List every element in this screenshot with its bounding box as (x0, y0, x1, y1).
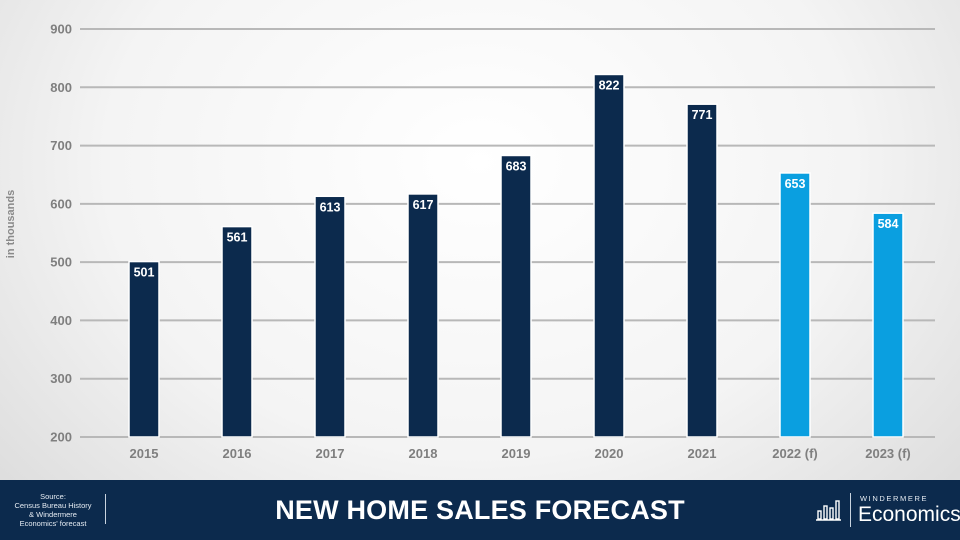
x-tick-label: 2023 (f) (865, 446, 911, 461)
y-tick-label: 500 (50, 255, 72, 270)
data-label: 501 (134, 266, 155, 280)
data-label: 822 (599, 78, 620, 92)
bar (500, 154, 532, 438)
bar (314, 195, 346, 438)
data-label: 561 (227, 231, 248, 245)
bar (407, 193, 439, 438)
x-tick-label: 2015 (130, 446, 159, 461)
footer-bar: Source: Census Bureau History & Winderme… (0, 480, 960, 540)
bar (221, 225, 253, 438)
divider (850, 493, 851, 527)
y-tick-label: 300 (50, 371, 72, 386)
y-tick-label: 400 (50, 313, 72, 328)
data-label: 584 (878, 217, 899, 231)
brand-name: Economics (858, 503, 960, 526)
page-title: NEW HOME SALES FORECAST (275, 495, 685, 525)
data-label: 683 (506, 159, 527, 173)
x-tick-label: 2016 (223, 446, 252, 461)
y-tick-label: 200 (50, 430, 72, 445)
y-tick-label: 700 (50, 138, 72, 153)
y-axis-label: in thousands (5, 189, 17, 259)
x-tick-label: 2019 (502, 446, 531, 461)
y-tick-label: 800 (50, 80, 72, 95)
bar-chart-icon (816, 500, 841, 521)
data-label: 771 (692, 108, 713, 122)
source-line: Source: (40, 492, 66, 501)
brand-name-top: WINDERMERE (860, 494, 929, 503)
x-tick-label: 2020 (595, 446, 624, 461)
x-tick-label: 2022 (f) (772, 446, 818, 461)
x-tick-label: 2018 (409, 446, 438, 461)
data-label: 653 (785, 177, 806, 191)
source-note: Source: Census Bureau History & Winderme… (6, 492, 100, 528)
bar (593, 73, 625, 438)
source-line: Census Bureau History (14, 501, 92, 510)
y-tick-label: 600 (50, 196, 72, 211)
divider (105, 494, 106, 524)
data-label: 617 (413, 198, 434, 212)
bar (686, 103, 718, 438)
y-tick-label: 900 (50, 22, 72, 37)
source-line: Economics' forecast (19, 519, 87, 528)
bar (779, 172, 811, 438)
bar-chart: 200 300 400 500 600 700 800 900 501 2015 561 2016 61… (50, 22, 935, 461)
bar (872, 212, 904, 438)
data-label: 613 (320, 200, 341, 214)
source-line: & Windermere (29, 510, 77, 519)
bar (128, 260, 160, 438)
x-tick-label: 2021 (688, 446, 717, 461)
x-tick-label: 2017 (316, 446, 345, 461)
